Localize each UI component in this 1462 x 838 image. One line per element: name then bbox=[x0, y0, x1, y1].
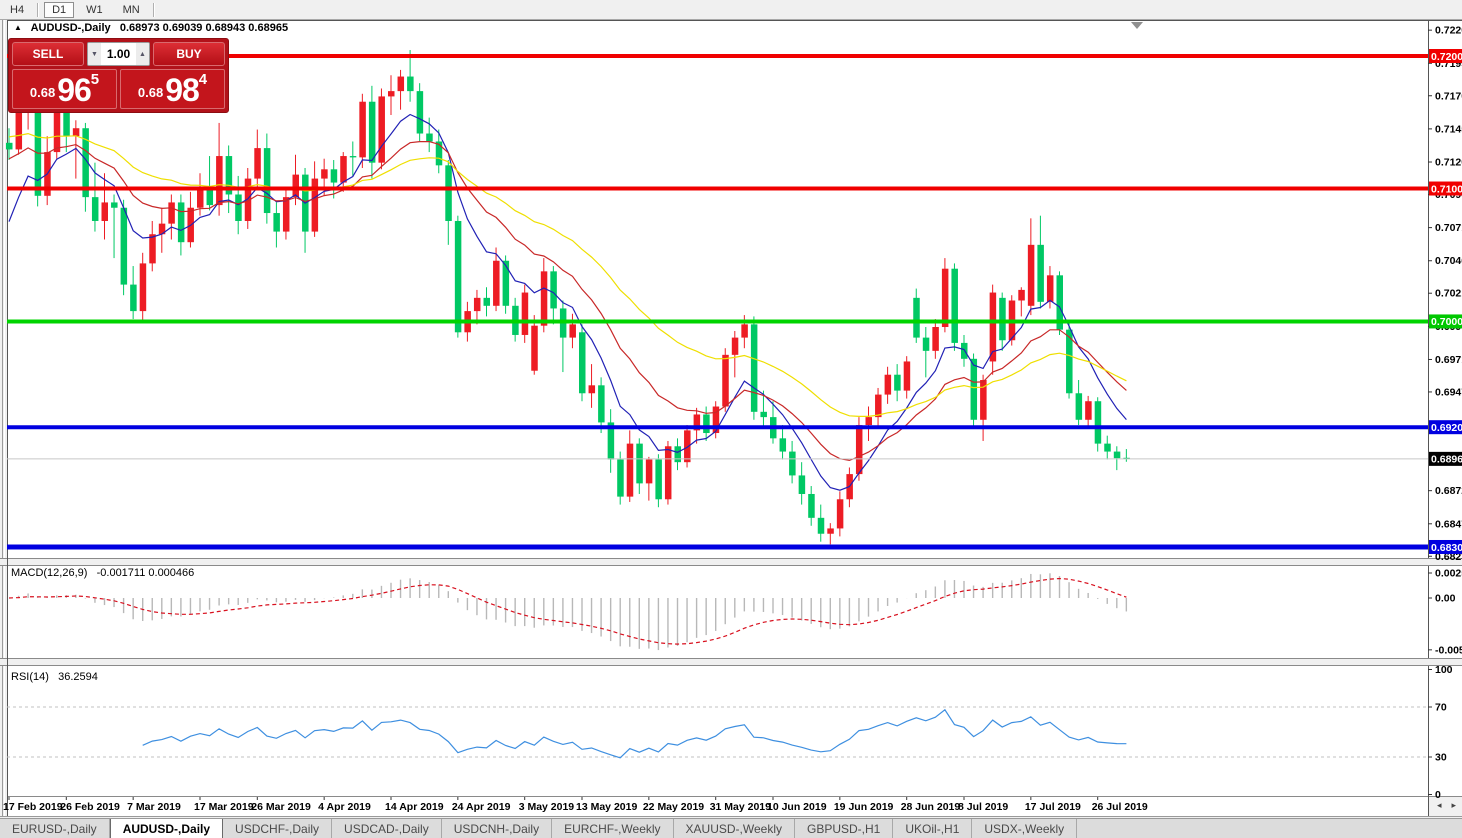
svg-text:0.70460: 0.70460 bbox=[1435, 255, 1462, 267]
svg-text:0.70002: 0.70002 bbox=[1431, 316, 1462, 328]
volume-input[interactable]: 1.00 bbox=[106, 47, 131, 61]
tab-xauusd-weekly[interactable]: XAUUSD-,Weekly bbox=[673, 819, 795, 838]
svg-text:0.69715: 0.69715 bbox=[1435, 354, 1462, 366]
tab-ukoil-h1[interactable]: UKOil-,H1 bbox=[893, 819, 973, 838]
timeframe-toolbar: H4 D1 W1 MN bbox=[0, 0, 1462, 20]
svg-text:0: 0 bbox=[1435, 789, 1441, 801]
svg-text:31 May 2019: 31 May 2019 bbox=[710, 801, 771, 813]
svg-text:24 Apr 2019: 24 Apr 2019 bbox=[452, 801, 511, 813]
buy-button[interactable]: BUY bbox=[153, 42, 225, 66]
tab-scroll-left-icon[interactable]: ◂ bbox=[1436, 800, 1442, 810]
tab-usdx-weekly[interactable]: USDX-,Weekly bbox=[972, 819, 1078, 838]
svg-text:0.71205: 0.71205 bbox=[1435, 157, 1462, 169]
rsi-label: RSI(14) 36.2594 bbox=[11, 671, 98, 683]
svg-text:14 Apr 2019: 14 Apr 2019 bbox=[385, 801, 444, 813]
svg-text:0.71705: 0.71705 bbox=[1435, 90, 1462, 102]
svg-text:17 Jul 2019: 17 Jul 2019 bbox=[1025, 801, 1081, 813]
buy-price-display: 0.68 98 4 bbox=[120, 69, 225, 109]
chart-shift-marker-icon[interactable] bbox=[1131, 22, 1143, 29]
tab-eurusd-daily[interactable]: EURUSD-,Daily bbox=[0, 819, 110, 838]
svg-text:19 Jun 2019: 19 Jun 2019 bbox=[834, 801, 894, 813]
svg-text:0.72200: 0.72200 bbox=[1435, 25, 1462, 37]
svg-text:13 May 2019: 13 May 2019 bbox=[576, 801, 637, 813]
svg-text:17 Mar 2019: 17 Mar 2019 bbox=[194, 801, 254, 813]
svg-text:0.71005: 0.71005 bbox=[1431, 183, 1462, 195]
svg-text:22 May 2019: 22 May 2019 bbox=[643, 801, 704, 813]
tab-usdcnh-daily[interactable]: USDCNH-,Daily bbox=[441, 819, 553, 838]
one-click-trade-panel: SELL ▼ 1.00 ▲ BUY 0.68 96 5 0.68 98 4 bbox=[8, 38, 229, 113]
svg-text:0.71455: 0.71455 bbox=[1435, 123, 1462, 135]
toolbar-separator bbox=[152, 2, 155, 17]
volume-down-icon[interactable]: ▼ bbox=[88, 43, 101, 65]
buy-price-big: 98 bbox=[165, 72, 200, 108]
sell-button[interactable]: SELL bbox=[12, 42, 84, 66]
timeframe-d1[interactable]: D1 bbox=[44, 1, 75, 18]
svg-text:0.69204: 0.69204 bbox=[1431, 422, 1462, 434]
tab-scroll-right-icon[interactable]: ▸ bbox=[1451, 800, 1456, 810]
svg-text:8 Jul 2019: 8 Jul 2019 bbox=[958, 801, 1008, 813]
sell-price-pip: 5 bbox=[90, 71, 100, 88]
sell-price-display: 0.68 96 5 bbox=[12, 69, 117, 109]
timeframe-mn[interactable]: MN bbox=[122, 3, 140, 16]
svg-text:26 Feb 2019: 26 Feb 2019 bbox=[60, 801, 120, 813]
svg-text:17 Feb 2019: 17 Feb 2019 bbox=[3, 801, 63, 813]
tab-usdchf-daily[interactable]: USDCHF-,Daily bbox=[223, 819, 333, 838]
svg-text:0.68475: 0.68475 bbox=[1435, 518, 1462, 530]
volume-up-icon[interactable]: ▲ bbox=[136, 43, 149, 65]
timeframe-h4[interactable]: H4 bbox=[10, 3, 25, 16]
svg-text:0.68965: 0.68965 bbox=[1431, 454, 1462, 466]
sell-price-prefix: 0.68 bbox=[29, 85, 56, 100]
timeframe-w1[interactable]: W1 bbox=[86, 3, 103, 16]
svg-text:0.70710: 0.70710 bbox=[1435, 222, 1462, 234]
tab-scroll-arrows: ◂ ▸ bbox=[1437, 800, 1456, 811]
symbol-tabbar: EURUSD-,Daily AUDUSD-,Daily USDCHF-,Daily U… bbox=[0, 818, 1462, 838]
chart-ohlc-values: 0.68973 0.69039 0.68943 0.68965 bbox=[119, 22, 289, 34]
chart-symbol-period: AUDUSD-,Daily bbox=[30, 22, 111, 34]
macd-label: MACD(12,26,9) -0.001711 0.000466 bbox=[11, 567, 195, 579]
buy-price-prefix: 0.68 bbox=[137, 85, 164, 100]
svg-text:70: 70 bbox=[1435, 702, 1447, 714]
svg-text:30: 30 bbox=[1435, 752, 1447, 764]
collapse-panel-icon[interactable]: ▲ bbox=[14, 23, 22, 32]
tab-gbpusd-h1[interactable]: GBPUSD-,H1 bbox=[795, 819, 894, 838]
svg-text:-0.00523: -0.00523 bbox=[1435, 644, 1462, 656]
svg-text:0.00: 0.00 bbox=[1435, 593, 1456, 605]
tab-audusd-daily[interactable]: AUDUSD-,Daily bbox=[109, 819, 224, 838]
svg-text:7 Mar 2019: 7 Mar 2019 bbox=[127, 801, 181, 813]
svg-text:0.002522: 0.002522 bbox=[1435, 567, 1462, 579]
svg-text:26 Mar 2019: 26 Mar 2019 bbox=[251, 801, 311, 813]
buy-price-pip: 4 bbox=[198, 71, 208, 88]
svg-text:0.70215: 0.70215 bbox=[1435, 288, 1462, 300]
sell-price-big: 96 bbox=[57, 72, 92, 108]
svg-text:0.68725: 0.68725 bbox=[1435, 485, 1462, 497]
volume-stepper: ▼ 1.00 ▲ bbox=[87, 42, 150, 66]
svg-text:28 Jun 2019: 28 Jun 2019 bbox=[901, 801, 961, 813]
svg-text:0.72005: 0.72005 bbox=[1431, 51, 1462, 63]
chart-title: ▲ AUDUSD-,Daily 0.68973 0.69039 0.68943 … bbox=[14, 22, 288, 34]
tab-usdcad-daily[interactable]: USDCAD-,Daily bbox=[332, 819, 442, 838]
svg-text:26 Jul 2019: 26 Jul 2019 bbox=[1092, 801, 1148, 813]
tab-eurchf-weekly[interactable]: EURCHF-,Weekly bbox=[552, 819, 674, 838]
svg-text:4 Apr 2019: 4 Apr 2019 bbox=[318, 801, 371, 813]
svg-text:10 Jun 2019: 10 Jun 2019 bbox=[767, 801, 827, 813]
svg-text:3 May 2019: 3 May 2019 bbox=[519, 801, 575, 813]
svg-text:0.69470: 0.69470 bbox=[1435, 386, 1462, 398]
svg-text:100: 100 bbox=[1435, 664, 1453, 676]
toolbar-separator bbox=[37, 2, 40, 17]
